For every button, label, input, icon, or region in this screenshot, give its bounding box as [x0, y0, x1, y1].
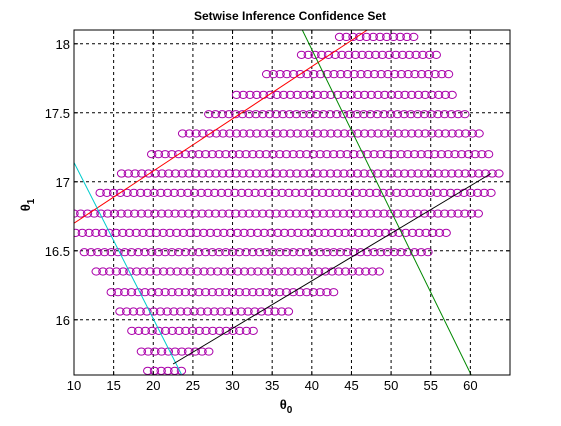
x-tick-label: 15 — [106, 378, 120, 393]
y-tick-label: 16 — [56, 313, 70, 328]
x-tick-label: 55 — [423, 378, 437, 393]
x-tick-label: 50 — [384, 378, 398, 393]
y-axis-label-sub: 1 — [26, 198, 37, 204]
x-axis-label-base: θ — [280, 397, 287, 412]
x-tick-label: 60 — [463, 378, 477, 393]
x-tick-label: 25 — [186, 378, 200, 393]
y-axis-label: θ1 — [18, 198, 37, 211]
x-tick-label: 35 — [265, 378, 279, 393]
x-tick-label: 45 — [344, 378, 358, 393]
x-tick-label: 40 — [305, 378, 319, 393]
x-tick-label: 30 — [225, 378, 239, 393]
y-tick-label: 17 — [56, 175, 70, 190]
x-tick-label: 20 — [146, 378, 160, 393]
x-axis-label-sub: 0 — [287, 405, 293, 416]
plot-area — [74, 30, 510, 375]
y-tick-label: 18 — [56, 37, 70, 52]
y-tick-label: 16.5 — [45, 244, 70, 259]
x-tick-label: 10 — [67, 378, 81, 393]
chart-title: Setwise Inference Confidence Set — [194, 9, 386, 23]
y-tick-label: 17.5 — [45, 106, 70, 121]
y-axis-label-base: θ — [18, 204, 33, 211]
x-axis-label: θ0 — [280, 397, 293, 416]
